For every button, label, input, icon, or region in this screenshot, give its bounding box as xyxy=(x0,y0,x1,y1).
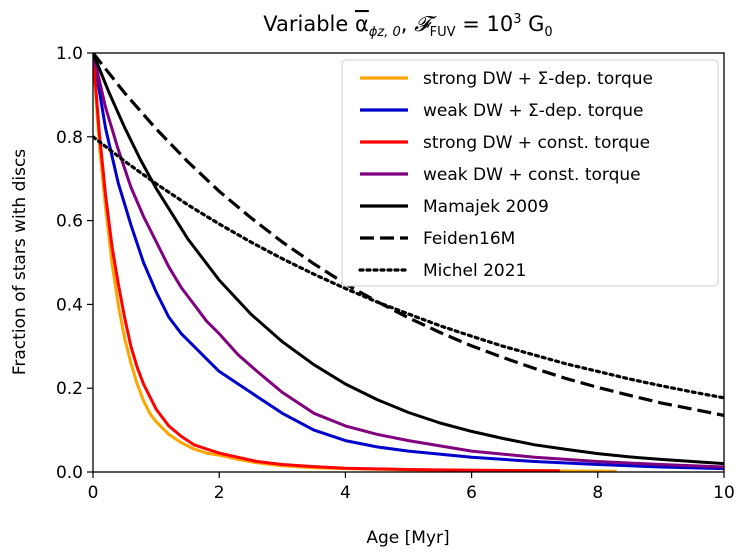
legend-label-michel-2021: Michel 2021 xyxy=(423,261,526,281)
chart-title: Variable αϕz, 0, 𝓕FUV = 103 G0 xyxy=(263,12,552,40)
x-tick-label: 6 xyxy=(466,483,477,503)
y-tick-label: 0.6 xyxy=(56,212,83,232)
y-axis-label: Fraction of stars with discs xyxy=(10,149,30,375)
legend-label-strong-dw-dep-torque: strong DW + Σ-dep. torque xyxy=(423,69,653,89)
x-tick-label: 10 xyxy=(713,483,735,503)
legend-box xyxy=(341,59,719,287)
series-line-weak-dw-const-torque xyxy=(93,53,724,469)
plot-frame xyxy=(92,52,725,473)
legend-label-strong-dw-const-torque: strong DW + const. torque xyxy=(423,133,650,153)
series-line-strong-dw-const-torque xyxy=(93,53,560,472)
series-line-weak-dw-dep-torque xyxy=(93,53,724,471)
x-tick-label: 8 xyxy=(592,483,603,503)
x-tick-label: 2 xyxy=(214,483,225,503)
legend-label-feiden16m: Feiden16M xyxy=(423,229,515,249)
y-tick-label: 0.4 xyxy=(56,295,83,315)
y-tick-label: 0.0 xyxy=(56,463,83,483)
x-axis-label: Age [Myr] xyxy=(366,528,449,548)
legend: strong DW + Σ-dep. torque weak DW + Σ-dep… xyxy=(341,59,719,287)
y-tick-label: 0.8 xyxy=(56,128,83,148)
x-tick-label: 4 xyxy=(340,483,351,503)
legend-label-mamajek-2009: Mamajek 2009 xyxy=(423,197,549,217)
legend-label-weak-dw-const-torque: weak DW + const. torque xyxy=(423,165,641,185)
legend-label-weak-dw-dep-torque: weak DW + Σ-dep. torque xyxy=(423,101,644,121)
ticks-layer: 0 2 4 6 8 10 0.0 0.2 0.4 0.6 0.8 1.0 xyxy=(56,44,735,503)
x-tick-label: 0 xyxy=(88,483,99,503)
series-layer xyxy=(93,53,724,472)
y-tick-label: 0.2 xyxy=(56,379,83,399)
series-line-michel-2021 xyxy=(93,135,724,400)
y-tick-label: 1.0 xyxy=(56,44,83,64)
